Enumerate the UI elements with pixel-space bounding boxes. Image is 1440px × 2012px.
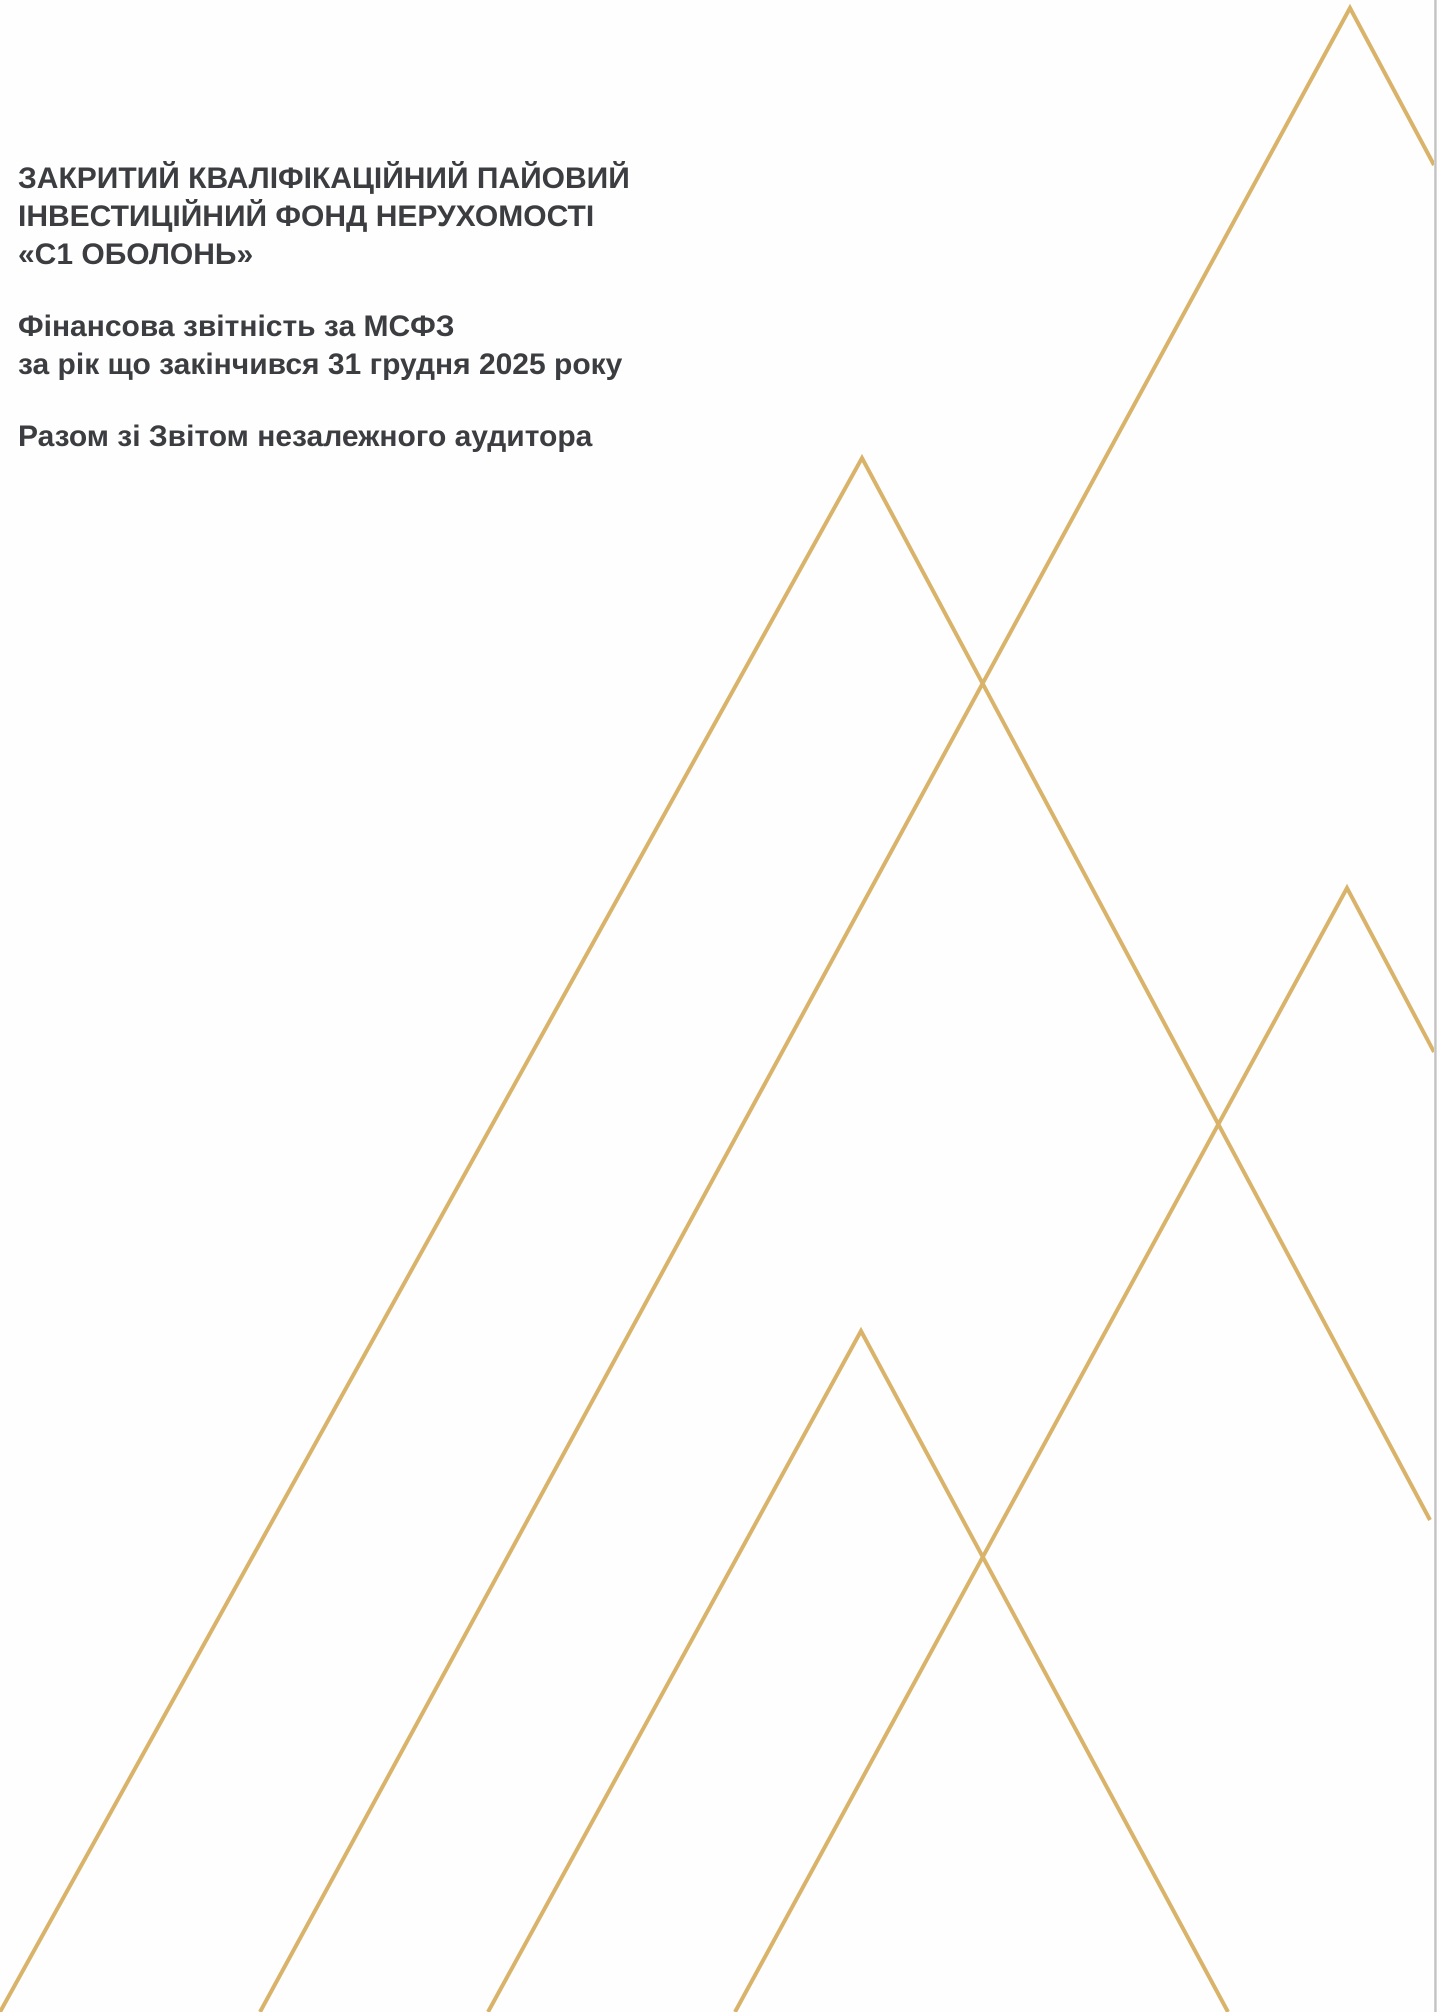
fund-title-line: ЗАКРИТИЙ КВАЛІФІКАЦІЙНИЙ ПАЙОВИЙ bbox=[18, 162, 630, 195]
subtitle-line: Фінансова звітність за МСФЗ bbox=[18, 310, 455, 343]
fund-title-line: «С1 ОБОЛОНЬ» bbox=[18, 238, 254, 271]
fund-title: ЗАКРИТИЙ КВАЛІФІКАЦІЙНИЙ ПАЙОВИЙ ІНВЕСТИ… bbox=[18, 160, 758, 274]
triangle-small-right bbox=[733, 883, 1436, 2012]
subtitle-line: за рік що закінчився 31 грудня 2025 року bbox=[18, 348, 623, 381]
triangle-large-right bbox=[258, 3, 1436, 2012]
triangle-large-middle bbox=[0, 453, 1432, 2012]
page-edge-shadow bbox=[1434, 0, 1437, 2012]
report-subtitle: Фінансова звітність за МСФЗ за рік що за… bbox=[18, 308, 758, 384]
triangle-bottom-middle bbox=[486, 1326, 1230, 2012]
title-block: ЗАКРИТИЙ КВАЛІФІКАЦІЙНИЙ ПАЙОВИЙ ІНВЕСТИ… bbox=[18, 160, 758, 456]
auditor-report-line: Разом зі Звітом незалежного аудитора bbox=[18, 420, 593, 453]
fund-title-line: ІНВЕСТИЦІЙНИЙ ФОНД НЕРУХОМОСТІ bbox=[18, 200, 595, 233]
